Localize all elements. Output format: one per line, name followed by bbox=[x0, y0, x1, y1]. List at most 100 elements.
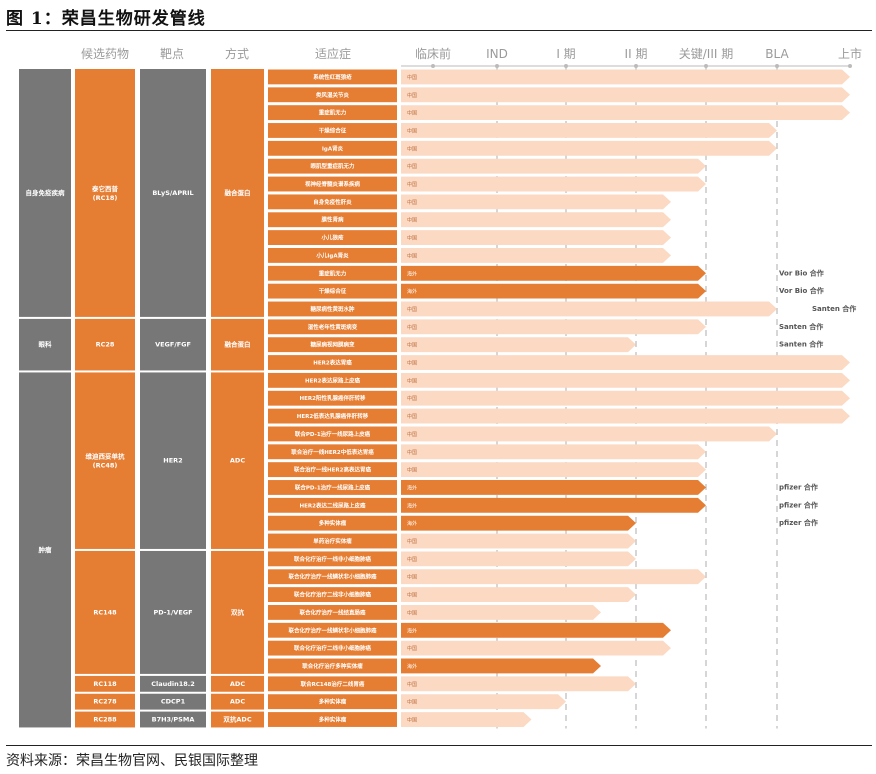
pipeline-bar bbox=[401, 265, 706, 281]
indication-label: HER2表达二线尿路上皮癌 bbox=[300, 501, 366, 509]
indication-cell bbox=[268, 301, 397, 317]
indication-label: HER2阳性乳腺癌伴肝转移 bbox=[300, 394, 366, 402]
indication-label: 联合化疗治疗一线非小细胞肺癌 bbox=[294, 555, 372, 563]
pipeline-bar bbox=[401, 301, 777, 317]
drug-label: RC278 bbox=[93, 698, 117, 706]
indication-cell bbox=[268, 372, 397, 388]
indication-cell bbox=[268, 69, 397, 85]
indication-label: 膜性肾病 bbox=[321, 216, 344, 224]
modality-cell bbox=[211, 711, 264, 728]
stage-label: 临床前 bbox=[415, 46, 451, 61]
pipeline-bar bbox=[401, 622, 671, 638]
indication-cell bbox=[268, 712, 397, 727]
pipeline-bar bbox=[401, 676, 636, 692]
indication-label: 湿性老年性黄斑病变 bbox=[308, 323, 358, 331]
indication-cell bbox=[268, 480, 397, 495]
indication-cell bbox=[268, 248, 397, 263]
indication-cell bbox=[268, 230, 397, 245]
partner-label: Vor Bio 合作 bbox=[779, 268, 824, 277]
indication-cell bbox=[268, 212, 397, 228]
indication-label: IgA肾炎 bbox=[322, 144, 344, 152]
drug-label: 泰它西普 bbox=[91, 184, 119, 193]
indication-cell bbox=[268, 355, 397, 370]
modality-label: ADC bbox=[230, 680, 245, 688]
partner-label: pfizer 合作 bbox=[779, 482, 818, 491]
indication-cell bbox=[268, 587, 397, 602]
header-indication: 适应症 bbox=[315, 46, 351, 61]
target-label: PD-1/VEGF bbox=[153, 608, 192, 616]
indication-label: 糖尿病性黄斑水肿 bbox=[310, 305, 355, 313]
modality-cell bbox=[211, 675, 264, 692]
drug-cell bbox=[75, 318, 135, 371]
region-label: 中国 bbox=[407, 127, 417, 134]
stage-dot bbox=[564, 64, 568, 68]
region-label: 中国 bbox=[407, 235, 417, 242]
drug-cell bbox=[75, 675, 135, 692]
figure-title: 图 1：荣昌生物研发管线 bbox=[6, 9, 206, 29]
region-label: 中国 bbox=[407, 110, 417, 117]
pipeline-bar bbox=[401, 694, 566, 710]
pipeline-bar bbox=[401, 480, 706, 495]
pipeline-bar bbox=[401, 176, 706, 192]
partner-label: Santen 合作 bbox=[779, 340, 823, 349]
target-cell bbox=[140, 711, 206, 728]
stage-dot bbox=[775, 64, 779, 68]
region-label: 中国 bbox=[407, 306, 417, 313]
stage-dot bbox=[495, 64, 499, 68]
drug-label-code: (RC18) bbox=[93, 194, 118, 202]
indication-cell bbox=[268, 444, 397, 460]
indication-cell bbox=[268, 658, 397, 674]
stage-label: 上市 bbox=[838, 46, 862, 61]
area-label: 眼科 bbox=[39, 340, 53, 349]
pipeline-bar bbox=[401, 337, 636, 353]
indication-cell bbox=[268, 87, 397, 103]
indication-cell bbox=[268, 194, 397, 210]
region-label: 中国 bbox=[407, 360, 417, 367]
pipeline-bar bbox=[401, 158, 706, 174]
region-label: 中国 bbox=[407, 342, 417, 349]
area-label: 自身免疫疾病 bbox=[26, 188, 66, 197]
target-label: HER2 bbox=[163, 457, 182, 465]
area-cell bbox=[19, 69, 71, 317]
target-label: CDCP1 bbox=[161, 698, 186, 706]
partner-label: Vor Bio 合作 bbox=[779, 286, 824, 295]
indication-cell bbox=[268, 408, 397, 424]
pipeline-bar bbox=[401, 212, 671, 228]
region-label: 中国 bbox=[407, 449, 417, 456]
modality-cell bbox=[211, 550, 264, 674]
stage-dot bbox=[634, 64, 638, 68]
drug-label: RC118 bbox=[93, 680, 117, 688]
pipeline-bar bbox=[401, 69, 850, 85]
pipeline-bar bbox=[401, 390, 850, 406]
bottom-rule bbox=[6, 745, 872, 746]
region-label: 中国 bbox=[407, 163, 417, 170]
region-label: 中国 bbox=[407, 324, 417, 331]
region-label: 中国 bbox=[407, 645, 417, 652]
region-label: 中国 bbox=[407, 592, 417, 599]
indication-cell bbox=[268, 319, 397, 335]
target-label: VEGF/FGF bbox=[155, 341, 191, 349]
modality-label: 双抗 bbox=[231, 607, 245, 616]
region-label: 海外 bbox=[407, 288, 417, 295]
top-rule bbox=[6, 30, 872, 31]
indication-cell bbox=[268, 283, 397, 299]
indication-cell bbox=[268, 390, 397, 406]
region-label: 中国 bbox=[407, 217, 417, 224]
region-label: 中国 bbox=[407, 431, 417, 438]
indication-label: 联合化疗治疗多种实体瘤 bbox=[302, 662, 363, 670]
region-label: 中国 bbox=[407, 252, 417, 259]
pipeline-bar bbox=[401, 283, 706, 299]
drug-cell bbox=[75, 693, 135, 710]
indication-label: 联合化疗治疗一线结直肠癌 bbox=[299, 608, 366, 616]
stage-label: BLA bbox=[765, 47, 789, 61]
target-cell bbox=[140, 675, 206, 692]
region-label: 海外 bbox=[407, 627, 417, 634]
indication-label: 多种实体瘤 bbox=[319, 716, 347, 724]
modality-label: ADC bbox=[230, 457, 245, 465]
drug-cell bbox=[75, 711, 135, 728]
target-cell bbox=[140, 318, 206, 371]
target-cell bbox=[140, 550, 206, 674]
region-label: 中国 bbox=[407, 717, 417, 724]
